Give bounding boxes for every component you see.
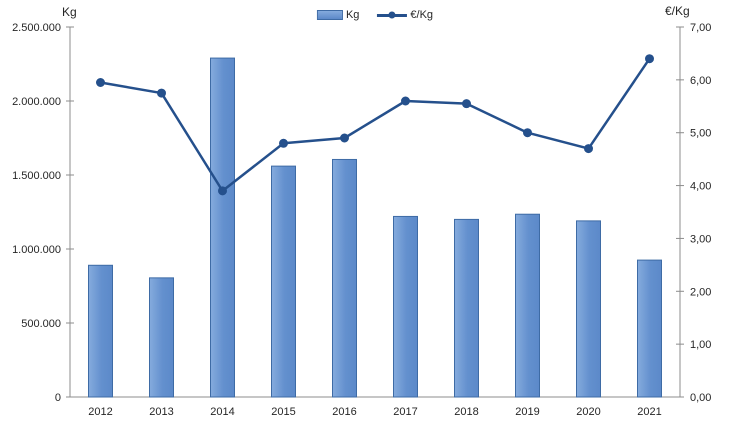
x-axis-category-label: 2018 xyxy=(454,406,478,418)
right-axis-tick-label: 0,00 xyxy=(690,392,711,404)
right-axis-tick-label: 1,00 xyxy=(690,339,711,351)
left-axis-tick-label: 1.500.000 xyxy=(12,170,61,182)
line-point-2013 xyxy=(157,88,166,98)
right-axis-tick-label: 3,00 xyxy=(690,233,711,245)
line-point-2021 xyxy=(645,54,654,64)
left-axis-tick-label: 1.000.000 xyxy=(12,244,61,256)
x-axis-category-label: 2021 xyxy=(637,406,661,418)
bar-2013 xyxy=(149,277,174,398)
bar-2012 xyxy=(88,264,113,398)
line-point-2017 xyxy=(401,96,410,106)
x-axis-category-label: 2016 xyxy=(332,406,356,418)
bar-2016 xyxy=(332,158,357,398)
right-axis-tick-label: 7,00 xyxy=(690,22,711,34)
x-axis-category-label: 2012 xyxy=(88,406,112,418)
legend-line-swatch-icon xyxy=(377,11,408,19)
left-axis-tick-label: 2.000.000 xyxy=(12,96,61,108)
line-point-2018 xyxy=(462,99,471,109)
eur-per-kg-line xyxy=(99,57,651,193)
x-axis-category-label: 2020 xyxy=(576,406,600,418)
bar-2021 xyxy=(637,259,662,398)
left-axis-tick-label: 500.000 xyxy=(21,318,61,330)
right-axis-tick-label: 4,00 xyxy=(690,181,711,193)
right-axis-title: €/Kg xyxy=(665,4,690,18)
bar-2019 xyxy=(515,213,540,398)
bar-2017 xyxy=(393,215,418,398)
line-point-2015 xyxy=(279,138,288,148)
right-axis-tick-label: 6,00 xyxy=(690,75,711,87)
legend-line-marker-icon xyxy=(388,11,396,19)
legend-bar-swatch-icon xyxy=(316,10,343,20)
line-point-2014 xyxy=(218,186,227,196)
x-axis-category-label: 2015 xyxy=(271,406,295,418)
left-axis-tick-label: 2.500.000 xyxy=(12,22,61,34)
left-axis-tick-label: 0 xyxy=(55,392,61,404)
bar-2018 xyxy=(454,218,479,398)
right-axis-tick-label: 2,00 xyxy=(690,286,711,298)
legend-label-kg: Kg xyxy=(345,9,360,21)
x-axis-category-label: 2019 xyxy=(515,406,539,418)
line-point-2016 xyxy=(340,133,349,143)
right-axis-tick-label: 5,00 xyxy=(690,128,711,140)
line-point-2020 xyxy=(584,144,593,154)
x-axis-category-label: 2013 xyxy=(149,406,173,418)
bar-2015 xyxy=(271,165,296,398)
x-axis-category-label: 2017 xyxy=(393,406,417,418)
legend: Kg €/Kg xyxy=(316,9,434,21)
line-point-2012 xyxy=(96,78,105,87)
x-axis-category-label: 2014 xyxy=(210,406,234,418)
bar-2014 xyxy=(210,57,235,398)
legend-label-eurkg: €/Kg xyxy=(410,9,434,21)
bar-2020 xyxy=(576,220,601,398)
line-point-2019 xyxy=(523,128,532,138)
left-axis-title: Kg xyxy=(62,5,77,19)
